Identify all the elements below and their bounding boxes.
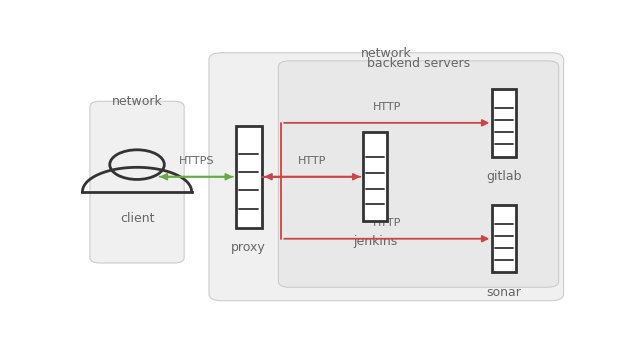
Text: jenkins: jenkins	[353, 235, 397, 248]
Text: sonar: sonar	[486, 286, 522, 299]
Text: proxy: proxy	[231, 241, 266, 254]
Text: network: network	[361, 47, 412, 60]
FancyBboxPatch shape	[90, 101, 184, 263]
Text: network: network	[111, 95, 163, 108]
Bar	[236, 126, 262, 228]
Text: gitlab: gitlab	[486, 170, 522, 183]
FancyBboxPatch shape	[209, 53, 564, 301]
Bar	[492, 205, 516, 272]
Text: HTTP: HTTP	[298, 156, 326, 166]
Text: HTTP: HTTP	[372, 218, 401, 228]
Text: backend servers: backend servers	[367, 57, 470, 70]
Text: HTTPS: HTTPS	[179, 156, 214, 166]
Bar	[492, 89, 516, 156]
Bar	[364, 132, 387, 221]
FancyBboxPatch shape	[278, 61, 559, 287]
Text: client: client	[120, 212, 154, 225]
Text: HTTP: HTTP	[372, 102, 401, 112]
